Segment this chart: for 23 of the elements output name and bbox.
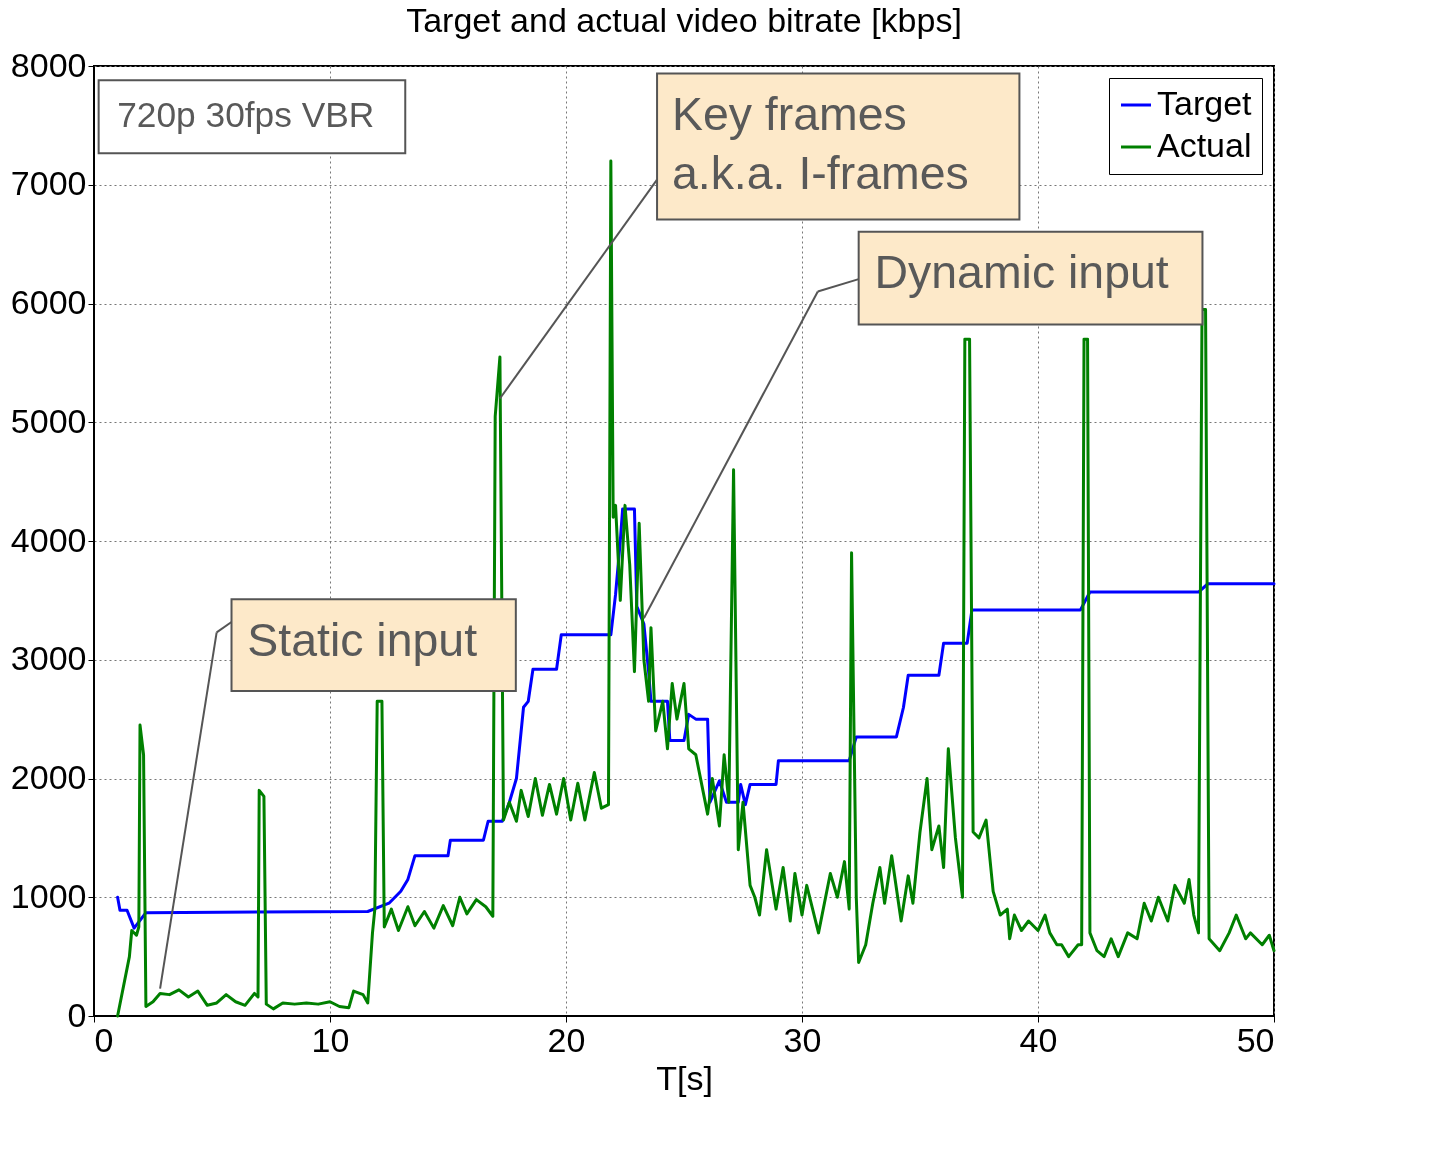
y-tick-label: 3000 xyxy=(10,639,87,678)
x-tick-label: 0 xyxy=(94,1020,114,1059)
y-tick-label: 1000 xyxy=(10,876,87,915)
chart-title: Target and actual video bitrate [kbps] xyxy=(406,1,962,39)
annotation: Key frames a.k.a. I-frames xyxy=(671,88,969,199)
x-tick-label: 30 xyxy=(783,1020,822,1059)
y-tick-label: 6000 xyxy=(10,283,87,321)
y-tick-label: 8000 xyxy=(10,45,87,84)
x-tick-label: 10 xyxy=(311,1020,350,1059)
legend-label: Target xyxy=(1157,84,1253,122)
y-tick-label: 0 xyxy=(67,995,87,1034)
x-tick-label: 20 xyxy=(547,1020,586,1059)
x-tick-label: 50 xyxy=(1236,1020,1275,1059)
y-tick-label: 7000 xyxy=(10,164,87,203)
y-tick-label: 4000 xyxy=(10,520,87,559)
y-tick-label: 5000 xyxy=(10,401,87,440)
annotation: 720p 30fps VBR xyxy=(117,95,375,135)
annotation: Dynamic input xyxy=(874,246,1169,299)
annotation: Static input xyxy=(247,613,478,666)
y-tick-label: 2000 xyxy=(10,758,87,796)
x-tick-label: 40 xyxy=(1019,1020,1058,1059)
x-axis-title: T[s] xyxy=(656,1058,713,1097)
legend-label: Actual xyxy=(1157,126,1252,164)
